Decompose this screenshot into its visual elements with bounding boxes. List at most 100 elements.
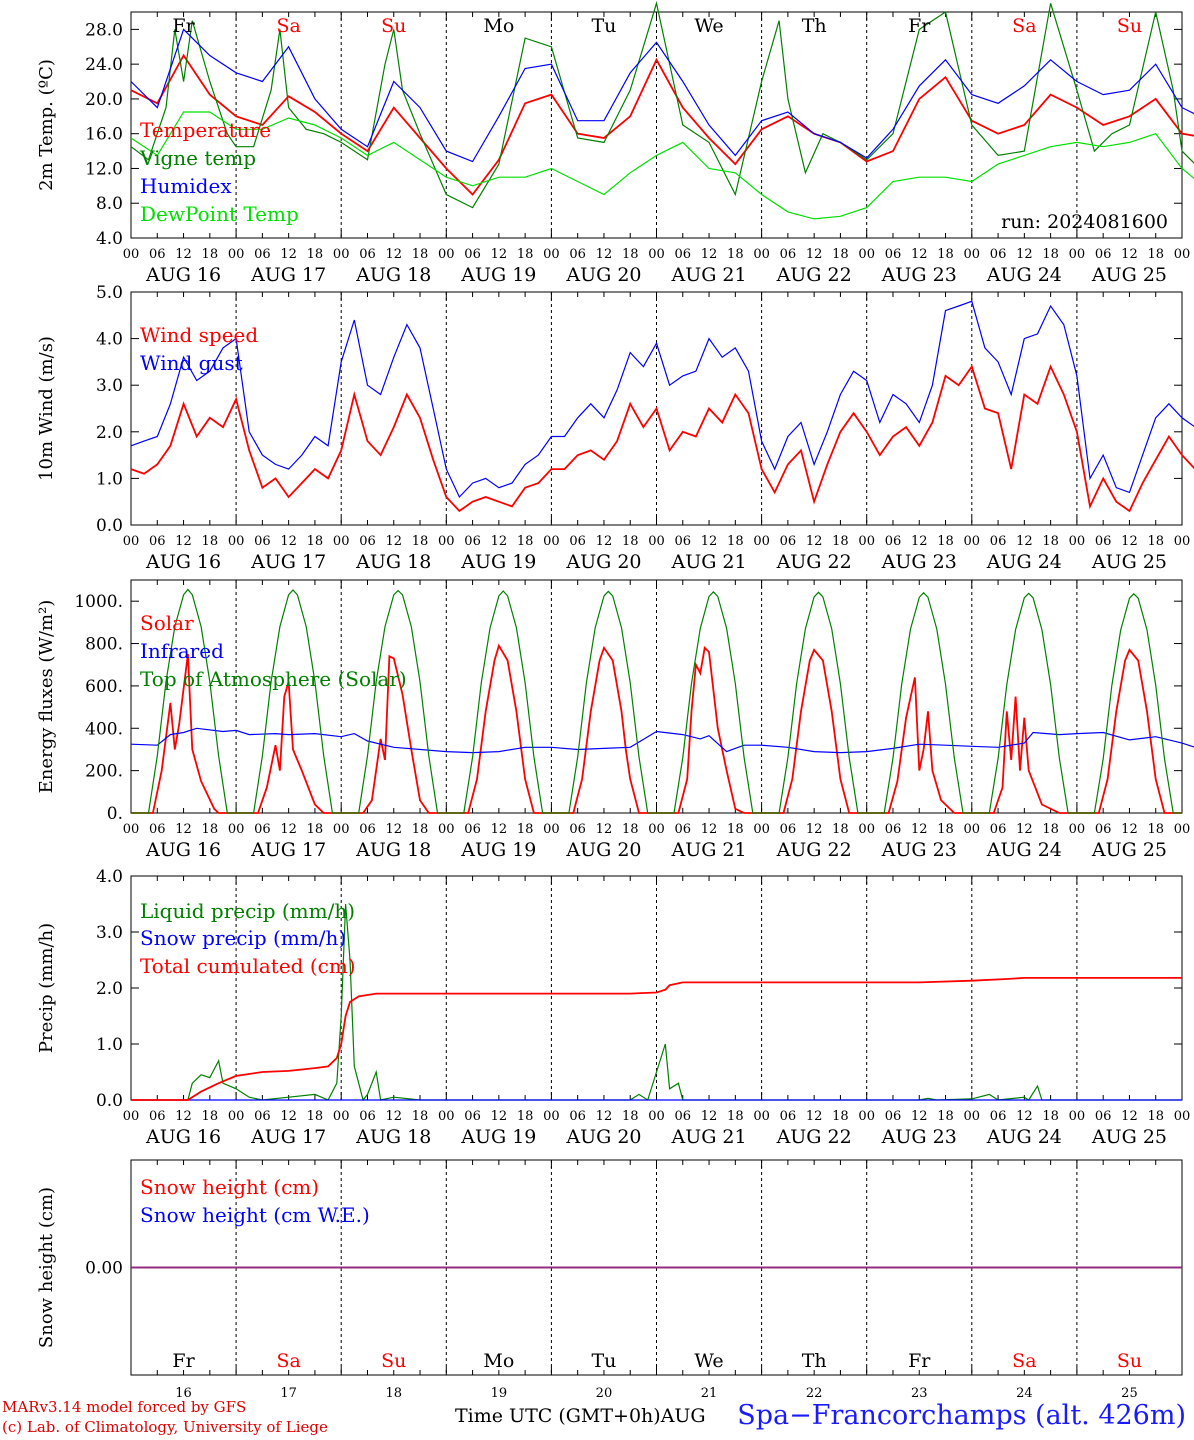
hour-tick-label: 18 [1042,1109,1059,1124]
y-tick-label: 4.0 [96,229,123,249]
hour-tick-label: 06 [1095,247,1112,262]
hour-tick-label: 12 [280,822,297,837]
hour-tick-label: 06 [990,247,1007,262]
hour-tick-label: 06 [990,822,1007,837]
y-axis-label: 2m Temp. (ºC) [36,59,57,191]
hour-tick-label: 06 [780,822,797,837]
hour-tick-label: 18 [622,247,639,262]
weekday-label: We [694,15,723,37]
hour-tick-label: 18 [517,1109,534,1124]
y-axis-label: Precip (mm/h) [36,923,57,1053]
hour-tick-label: 00 [858,822,875,837]
hour-tick-label: 00 [333,822,350,837]
day-label: AUG 21 [670,839,746,861]
weekday-label: Su [1117,15,1142,37]
hour-tick-label: 12 [1016,822,1033,837]
day-label: AUG 19 [460,264,536,286]
weekday-label: Fr [908,1350,931,1372]
legend-entry: Snow precip (mm/h) [140,926,346,950]
hour-tick-label: 00 [228,247,245,262]
hour-tick-label: 18 [202,247,219,262]
hour-tick-label: 06 [780,534,797,549]
hour-tick-label: 00 [1069,1109,1086,1124]
legend-entry: Infrared [140,639,224,663]
hour-tick-label: 06 [885,1109,902,1124]
legend-entry: Wind gust [140,351,243,375]
hour-tick-label: 00 [1069,247,1086,262]
hour-tick-label: 18 [1042,822,1059,837]
day-number-label: 23 [911,1386,928,1401]
hour-tick-label: 12 [806,822,823,837]
hour-tick-label: 00 [228,822,245,837]
time-axis-label: Time UTC (GMT+0h)AUG [455,1405,706,1427]
day-label: AUG 16 [145,264,221,286]
hour-tick-label: 12 [385,822,402,837]
hour-tick-label: 12 [596,247,613,262]
hour-tick-label: 00 [438,534,455,549]
day-label: AUG 24 [986,1126,1062,1148]
hour-tick-label: 18 [1042,247,1059,262]
y-axis-label: Snow height (cm) [36,1187,57,1348]
series-line-red [131,977,1182,1101]
hour-tick-label: 00 [753,247,770,262]
hour-tick-label: 18 [622,1109,639,1124]
day-label: AUG 21 [670,1126,746,1148]
hour-tick-label: 18 [832,1109,849,1124]
hour-tick-label: 12 [596,534,613,549]
hour-tick-label: 06 [149,822,166,837]
series-line-green [131,588,1182,814]
y-tick-label: 1.0 [96,469,123,489]
day-label: AUG 20 [565,1126,641,1148]
y-tick-label: 1.0 [96,1035,123,1055]
hour-tick-label: 06 [359,1109,376,1124]
legend-entry: Wind speed [140,323,258,347]
hour-tick-label: 00 [964,1109,981,1124]
legend-entry: DewPoint Temp [140,202,299,226]
hour-tick-label: 18 [622,534,639,549]
weekday-label: Tu [591,15,616,37]
day-label: AUG 17 [250,551,326,573]
hour-tick-label: 00 [228,534,245,549]
hour-tick-label: 12 [911,247,928,262]
weekday-label: Th [802,1350,827,1372]
hour-tick-label: 18 [832,822,849,837]
hour-tick-label: 12 [280,247,297,262]
y-tick-label: 200. [85,762,123,782]
y-tick-label: 1000. [74,592,123,612]
hour-tick-label: 00 [858,534,875,549]
hour-tick-label: 12 [596,822,613,837]
hour-tick-label: 00 [964,247,981,262]
hour-tick-label: 12 [701,822,718,837]
hour-tick-label: 12 [385,534,402,549]
day-number-label: 21 [701,1386,718,1401]
hour-tick-label: 18 [517,534,534,549]
hour-tick-label: 12 [806,247,823,262]
weekday-label: Sa [1012,1350,1036,1372]
hour-tick-label: 00 [438,822,455,837]
weekday-label: Sa [1012,15,1036,37]
legend-entry: Total cumulated (cm) [140,954,356,978]
day-label: AUG 23 [881,1126,957,1148]
hour-tick-label: 12 [596,1109,613,1124]
legend-entry: Solar [140,611,194,635]
day-label: AUG 16 [145,839,221,861]
hour-tick-label: 12 [280,1109,297,1124]
hour-tick-label: 00 [123,1109,140,1124]
day-label: AUG 22 [776,264,852,286]
hour-tick-label: 12 [1121,822,1138,837]
day-label: AUG 18 [355,1126,431,1148]
hour-tick-label: 06 [149,1109,166,1124]
day-label: AUG 17 [250,1126,326,1148]
y-tick-label: 12.0 [85,159,123,179]
hour-tick-label: 06 [1095,534,1112,549]
series-line-green [131,903,1182,1102]
legend-entry: Temperature [140,118,271,142]
hour-tick-label: 12 [175,1109,192,1124]
hour-tick-label: 18 [727,534,744,549]
hour-tick-label: 00 [1174,247,1191,262]
hour-tick-label: 06 [675,1109,692,1124]
hour-tick-label: 12 [280,534,297,549]
day-number-label: 16 [175,1386,192,1401]
hour-tick-label: 00 [1174,822,1191,837]
hour-tick-label: 06 [254,822,271,837]
